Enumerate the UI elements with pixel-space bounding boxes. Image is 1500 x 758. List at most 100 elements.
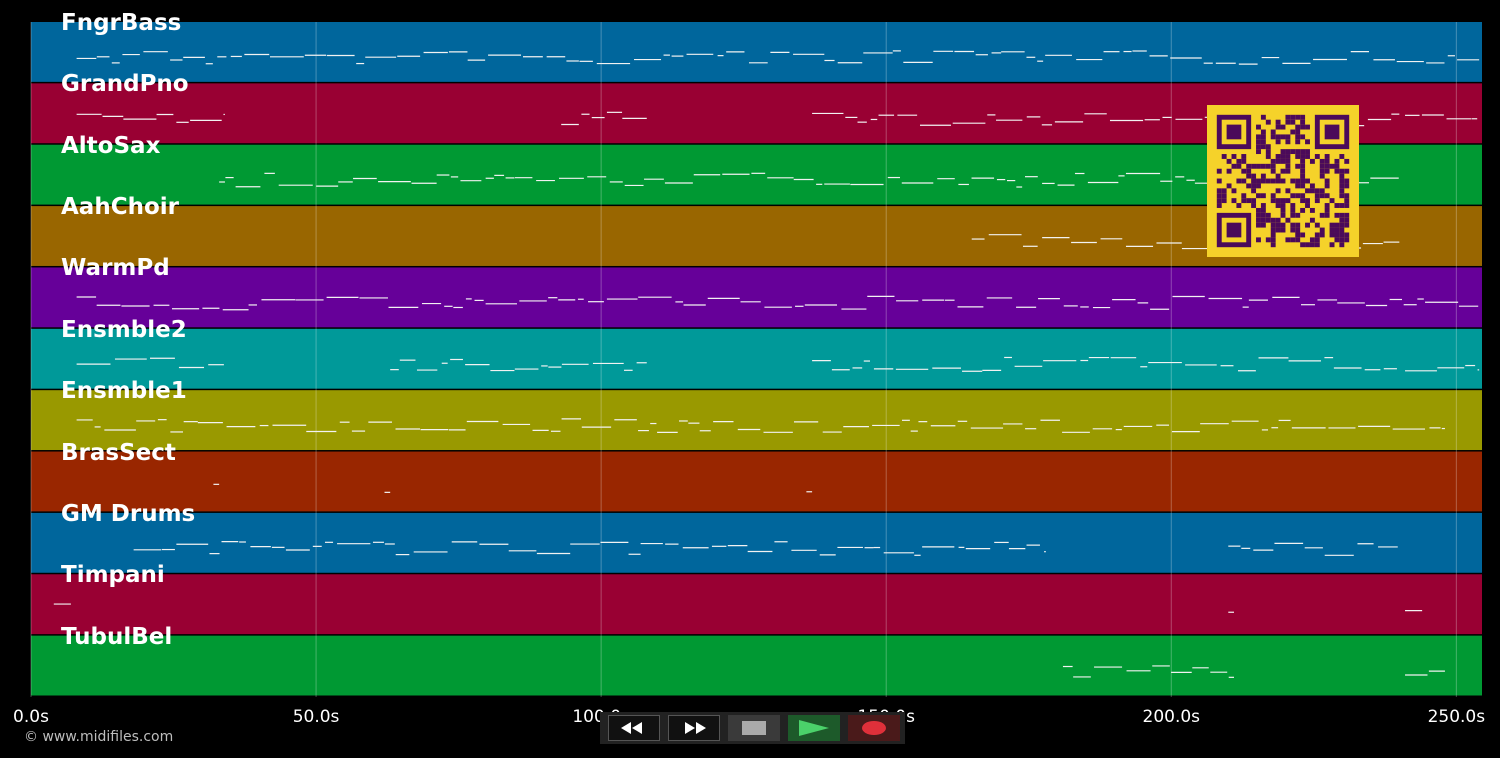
track-label: AahChoir <box>61 194 179 221</box>
qr-module <box>1324 207 1330 213</box>
qr-module <box>1280 154 1286 159</box>
qr-module <box>1275 154 1281 159</box>
qr-module <box>1329 232 1335 238</box>
qr-module <box>1270 237 1276 243</box>
qr-module <box>1246 168 1252 174</box>
qr-module <box>1344 222 1350 228</box>
qr-module <box>1256 149 1261 155</box>
qr-module <box>1256 124 1261 130</box>
qr-module <box>1270 193 1276 199</box>
qr-module <box>1221 193 1227 199</box>
qr-module <box>1260 114 1266 120</box>
qr-module <box>1260 139 1266 145</box>
qr-module <box>1300 242 1306 248</box>
qr-module <box>1305 222 1310 228</box>
qr-module <box>1329 222 1335 228</box>
track-label: BrasSect <box>61 439 176 466</box>
qr-module <box>1339 222 1345 228</box>
qr-module <box>1300 114 1306 120</box>
qr-module <box>1226 168 1232 174</box>
record-button[interactable] <box>848 715 900 741</box>
qr-module <box>1295 149 1301 155</box>
qr-module <box>1295 227 1301 233</box>
play-button[interactable] <box>788 715 840 741</box>
qr-module <box>1314 193 1320 199</box>
qr-module <box>1216 193 1222 199</box>
qr-module <box>1241 168 1247 174</box>
qr-module <box>1314 242 1320 248</box>
qr-module <box>1305 242 1310 248</box>
qr-module <box>1324 154 1330 159</box>
qr-module <box>1280 134 1286 140</box>
track-lane-7 <box>31 451 1482 512</box>
qr-module <box>1319 168 1325 174</box>
rewind-button[interactable] <box>608 715 660 741</box>
qr-module <box>1324 163 1330 169</box>
qr-module <box>1260 212 1266 218</box>
qr-module <box>1216 203 1222 208</box>
qr-module <box>1260 173 1266 179</box>
qr-module <box>1295 139 1301 145</box>
qr-module <box>1295 193 1301 199</box>
qr-module <box>1305 198 1310 204</box>
qr-module <box>1251 203 1257 208</box>
qr-module <box>1251 173 1257 179</box>
qr-module <box>1246 198 1252 204</box>
qr-module <box>1231 154 1237 159</box>
qr-module <box>1319 158 1325 164</box>
qr-module <box>1295 237 1301 243</box>
track-label: FngrBass <box>61 10 182 36</box>
qr-module <box>1344 217 1350 223</box>
qr-module <box>1265 149 1271 155</box>
qr-module <box>1314 198 1320 204</box>
qr-module <box>1216 198 1222 204</box>
qr-module <box>1236 163 1242 169</box>
stop-button[interactable] <box>728 715 780 741</box>
qr-module <box>1226 158 1232 164</box>
qr-module <box>1344 168 1350 174</box>
qr-module <box>1290 193 1296 199</box>
qr-module <box>1260 207 1266 213</box>
qr-module <box>1270 168 1276 174</box>
qr-module <box>1319 173 1325 179</box>
qr-module <box>1339 188 1345 194</box>
qr-module <box>1329 242 1335 248</box>
qr-module <box>1216 188 1222 194</box>
qr-module <box>1344 158 1350 164</box>
qr-module <box>1329 198 1335 204</box>
qr-module <box>1300 158 1306 164</box>
qr-module <box>1300 207 1306 213</box>
qr-module <box>1280 124 1286 130</box>
qr-module <box>1236 203 1242 208</box>
qr-module <box>1260 222 1266 228</box>
qr-module <box>1275 158 1281 164</box>
qr-module <box>1265 212 1271 218</box>
qr-module <box>1319 232 1325 238</box>
qr-module <box>1309 188 1315 194</box>
qr-module <box>1226 183 1232 189</box>
qr-module <box>1334 203 1340 208</box>
qr-module <box>1324 183 1330 189</box>
qr-module <box>1324 158 1330 164</box>
qr-module <box>1300 173 1306 179</box>
qr-module <box>1290 222 1296 228</box>
track-label: TubulBel <box>61 623 173 650</box>
qr-module <box>1305 188 1310 194</box>
qr-module <box>1309 207 1315 213</box>
qr-module <box>1309 217 1315 223</box>
qr-module <box>1300 183 1306 189</box>
record-icon <box>862 721 886 735</box>
qr-module <box>1334 212 1340 218</box>
qr-module <box>1256 193 1261 199</box>
qr-module <box>1280 168 1286 174</box>
qr-module <box>1241 178 1247 184</box>
track-label: Timpani <box>61 562 165 589</box>
tick-label: 0.0s <box>13 707 49 727</box>
tick-label: 50.0s <box>292 707 340 727</box>
qr-module <box>1290 129 1296 135</box>
qr-module <box>1260 217 1266 223</box>
qr-module <box>1339 154 1345 159</box>
qr-module <box>1231 198 1237 204</box>
fast-forward-button[interactable] <box>668 715 720 741</box>
qr-finder-core <box>1324 124 1340 140</box>
